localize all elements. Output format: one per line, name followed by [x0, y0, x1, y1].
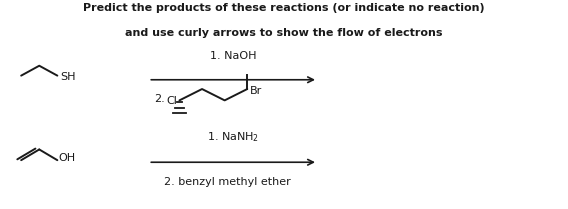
Text: Cl: Cl	[166, 96, 177, 106]
Text: 1. NaNH$_2$: 1. NaNH$_2$	[207, 130, 259, 144]
Text: SH: SH	[60, 72, 76, 82]
Text: and use curly arrows to show the flow of electrons: and use curly arrows to show the flow of…	[126, 28, 442, 38]
Text: 2.: 2.	[154, 94, 165, 104]
Text: 2. benzyl methyl ether: 2. benzyl methyl ether	[164, 177, 291, 187]
Text: Predict the products of these reactions (or indicate no reaction): Predict the products of these reactions …	[83, 4, 485, 13]
Text: Br: Br	[250, 86, 262, 96]
Text: 1. NaOH: 1. NaOH	[210, 51, 256, 61]
Text: OH: OH	[59, 153, 76, 163]
